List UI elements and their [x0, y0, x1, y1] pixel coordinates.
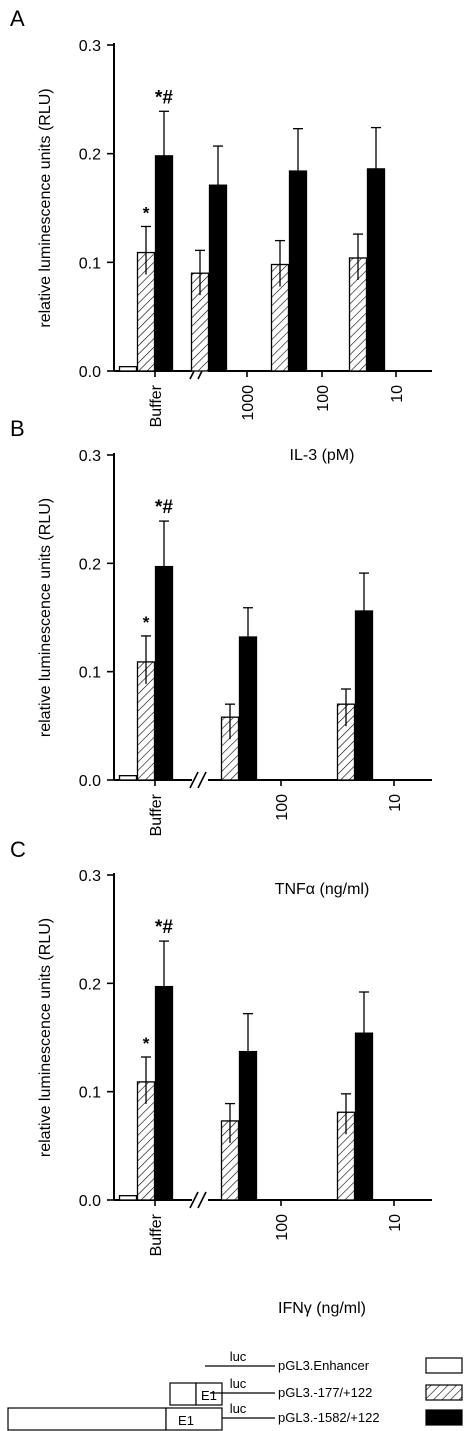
- bar-enhancer: [118, 1195, 138, 1201]
- x-tick-label: 100: [274, 1214, 291, 1241]
- y-axis-label: relative luminescence units (RLU): [37, 918, 54, 1157]
- y-tick-label: 0.1: [79, 665, 101, 682]
- significance-mark: *: [143, 203, 150, 222]
- x-tick-label: 100: [274, 794, 291, 821]
- legend-item-enhancer: luc pGL3.Enhancer: [205, 1349, 463, 1374]
- legend-label: pGL3.-1582/+122: [278, 1410, 380, 1425]
- axis-break-mark: [197, 1191, 207, 1209]
- bar-full: [354, 1032, 374, 1201]
- legend-swatch-enhancer: [425, 1357, 463, 1374]
- y-tick-label: 0.0: [79, 773, 101, 790]
- x-tick-label: 10: [387, 1214, 404, 1232]
- significance-mark: *: [143, 1034, 150, 1053]
- x-tick-label: 100: [315, 385, 332, 412]
- x-tick-label: Buffer: [148, 793, 165, 836]
- y-axis-label: relative luminescence units (RLU): [37, 88, 54, 327]
- legend-swatch-minimal: [425, 1384, 463, 1401]
- bar-full: [208, 184, 228, 372]
- legend-label: pGL3.Enhancer: [278, 1358, 370, 1373]
- y-tick-label: 0.2: [79, 147, 101, 164]
- significance-mark: *#: [155, 917, 173, 938]
- bar-enhancer: [118, 366, 138, 372]
- panel-b: B 0.0 0.1 0.2 0.3 relative luminescence units…: [10, 416, 432, 898]
- axis-break-mark: [189, 1191, 199, 1209]
- axis-break-mark: [197, 771, 207, 789]
- bar-full: [154, 985, 174, 1201]
- promoter-box: [7, 1407, 167, 1431]
- panel-a: A 0.0 0.1 0.2 0.3 relative luminescence units…: [10, 6, 432, 464]
- x-tick-label: 10: [387, 794, 404, 812]
- construct-legend: luc pGL3.Enhancer E1 luc pGL3.-177/+122 E1 luc…: [7, 1349, 463, 1431]
- luc-label: luc: [230, 1401, 247, 1416]
- x-tick-label: 1000: [240, 385, 257, 421]
- axis-break-mark: [189, 771, 199, 789]
- promoter-box: [169, 1382, 197, 1406]
- bar-full: [154, 155, 174, 372]
- luc-label: luc: [230, 1376, 247, 1391]
- y-tick-label: 0.1: [79, 255, 101, 272]
- y-tick-label: 0.3: [79, 448, 101, 465]
- bar-full: [288, 170, 308, 372]
- exon-label: E1: [201, 1388, 217, 1403]
- y-tick-label: 0.0: [79, 1193, 101, 1210]
- x-tick-label: Buffer: [148, 384, 165, 427]
- panel-letter: B: [10, 416, 25, 441]
- y-axis-label: relative luminescence units (RLU): [37, 498, 54, 737]
- exon-box: [165, 1407, 223, 1431]
- x-axis-label: TNFα (ng/ml): [275, 881, 370, 898]
- luc-label: luc: [230, 1349, 247, 1364]
- exon-box: [195, 1382, 223, 1406]
- bar-full: [238, 1050, 258, 1201]
- significance-mark: *: [143, 613, 150, 632]
- panel-c: C 0.0 0.1 0.2 0.3 relative luminescence units…: [10, 837, 432, 1317]
- significance-mark: *#: [155, 497, 173, 518]
- y-tick-label: 0.3: [79, 38, 101, 55]
- exon-label: E1: [178, 1413, 194, 1428]
- panel-letter: A: [10, 6, 25, 31]
- legend-item-minimal: E1 luc pGL3.-177/+122: [169, 1376, 463, 1406]
- bar-enhancer: [118, 775, 138, 781]
- x-tick-label: Buffer: [148, 1213, 165, 1256]
- y-tick-label: 0.1: [79, 1085, 101, 1102]
- y-tick-label: 0.0: [79, 364, 101, 381]
- bar-full: [354, 610, 374, 781]
- legend-item-full: E1 luc pGL3.-1582/+122: [7, 1401, 463, 1431]
- x-axis-label: IL-3 (pM): [290, 447, 355, 464]
- legend-swatch-full: [425, 1409, 463, 1426]
- bar-full: [366, 168, 386, 372]
- panel-letter: C: [10, 837, 26, 862]
- y-tick-label: 0.3: [79, 868, 101, 885]
- x-axis-label: IFNγ (ng/ml): [278, 1300, 366, 1317]
- y-tick-label: 0.2: [79, 976, 101, 993]
- legend-label: pGL3.-177/+122: [278, 1385, 372, 1400]
- y-tick-label: 0.2: [79, 556, 101, 573]
- bar-full: [154, 565, 174, 781]
- x-tick-label: 10: [389, 385, 406, 403]
- significance-mark: *#: [155, 87, 173, 108]
